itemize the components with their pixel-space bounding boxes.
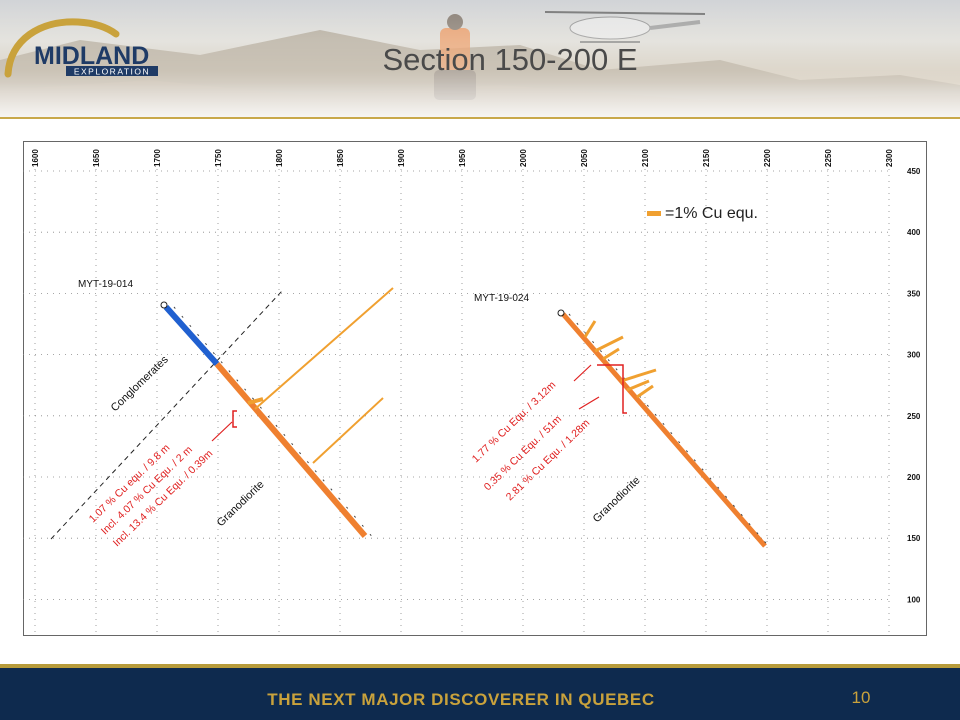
collar-marker bbox=[557, 309, 565, 317]
y-tick-label: 300 bbox=[907, 351, 921, 360]
grade-bar bbox=[620, 368, 657, 383]
y-tick-label: 450 bbox=[907, 167, 921, 176]
y-tick-label: 150 bbox=[907, 534, 921, 543]
company-logo: MIDLAND EXPLORATION bbox=[4, 16, 164, 80]
slide-title: Section 150-200 E bbox=[382, 42, 638, 77]
header-fade bbox=[0, 0, 960, 118]
grade-bar-small bbox=[247, 397, 264, 405]
x-tick-label: 2100 bbox=[641, 149, 650, 167]
y-tick-label: 400 bbox=[907, 228, 921, 237]
x-tick-label: 1850 bbox=[336, 149, 345, 167]
logo-subtitle: EXPLORATION bbox=[74, 67, 150, 77]
contact-dashed-line bbox=[50, 290, 283, 540]
legend-swatch bbox=[647, 211, 661, 216]
hole-label: MYT-19-014 bbox=[78, 279, 133, 290]
grade-bar-high bbox=[254, 287, 394, 410]
y-tick-label: 100 bbox=[907, 595, 921, 604]
x-tick-label: 2150 bbox=[702, 149, 711, 167]
logo-name: MIDLAND bbox=[34, 42, 149, 70]
y-tick-label: 200 bbox=[907, 473, 921, 482]
y-axis-ticks: 450 400 350 300 250 200 150 100 bbox=[907, 167, 921, 604]
footer-tagline: THE NEXT MAJOR DISCOVERER IN QUEBEC bbox=[267, 690, 655, 709]
page-number: 10 bbox=[851, 688, 871, 707]
x-tick-label: 2000 bbox=[519, 149, 528, 167]
grade-bar bbox=[626, 379, 650, 392]
hole-label: MYT-19-024 bbox=[474, 293, 529, 304]
x-tick-label: 1950 bbox=[458, 149, 467, 167]
intercept-bracket bbox=[597, 364, 627, 414]
header-banner bbox=[0, 0, 960, 118]
y-tick-label: 250 bbox=[907, 412, 921, 421]
x-tick-label: 2300 bbox=[885, 149, 894, 167]
header-divider bbox=[0, 117, 960, 119]
granodiorite-interval bbox=[561, 312, 767, 548]
x-tick-label: 1650 bbox=[92, 149, 101, 167]
collar-marker bbox=[160, 301, 168, 309]
grade-bar bbox=[583, 320, 597, 338]
annotation-leader bbox=[578, 396, 600, 410]
x-tick-label: 2250 bbox=[824, 149, 833, 167]
grade-bar bbox=[594, 335, 624, 353]
grid bbox=[23, 169, 891, 636]
intercept-bracket bbox=[232, 410, 237, 428]
cross-section-figure: 1600 1650 1700 1750 1800 1850 1900 1950 2000 2050… bbox=[23, 141, 927, 636]
x-tick-label: 1750 bbox=[214, 149, 223, 167]
grade-bar bbox=[312, 397, 384, 464]
x-tick-label: 1800 bbox=[275, 149, 284, 167]
x-axis-ticks: 1600 1650 1700 1750 1800 1850 1900 1950 2000 2050… bbox=[31, 149, 894, 167]
x-tick-label: 1700 bbox=[153, 149, 162, 167]
annotation-leader bbox=[211, 421, 233, 442]
grade-bar bbox=[636, 384, 654, 399]
legend: =1% Cu equ. bbox=[647, 205, 758, 222]
legend-label: =1% Cu equ. bbox=[665, 205, 758, 222]
x-tick-label: 2200 bbox=[763, 149, 772, 167]
footer-bar bbox=[0, 664, 960, 720]
granodiorite-interval bbox=[214, 362, 368, 538]
grade-bar bbox=[602, 347, 620, 361]
x-tick-label: 2050 bbox=[580, 149, 589, 167]
figure-frame bbox=[23, 141, 927, 636]
x-tick-label: 1600 bbox=[31, 149, 40, 167]
annotation-leader bbox=[573, 364, 592, 382]
conglomerate-interval bbox=[163, 304, 220, 367]
y-tick-label: 350 bbox=[907, 289, 921, 298]
x-tick-label: 1900 bbox=[397, 149, 406, 167]
